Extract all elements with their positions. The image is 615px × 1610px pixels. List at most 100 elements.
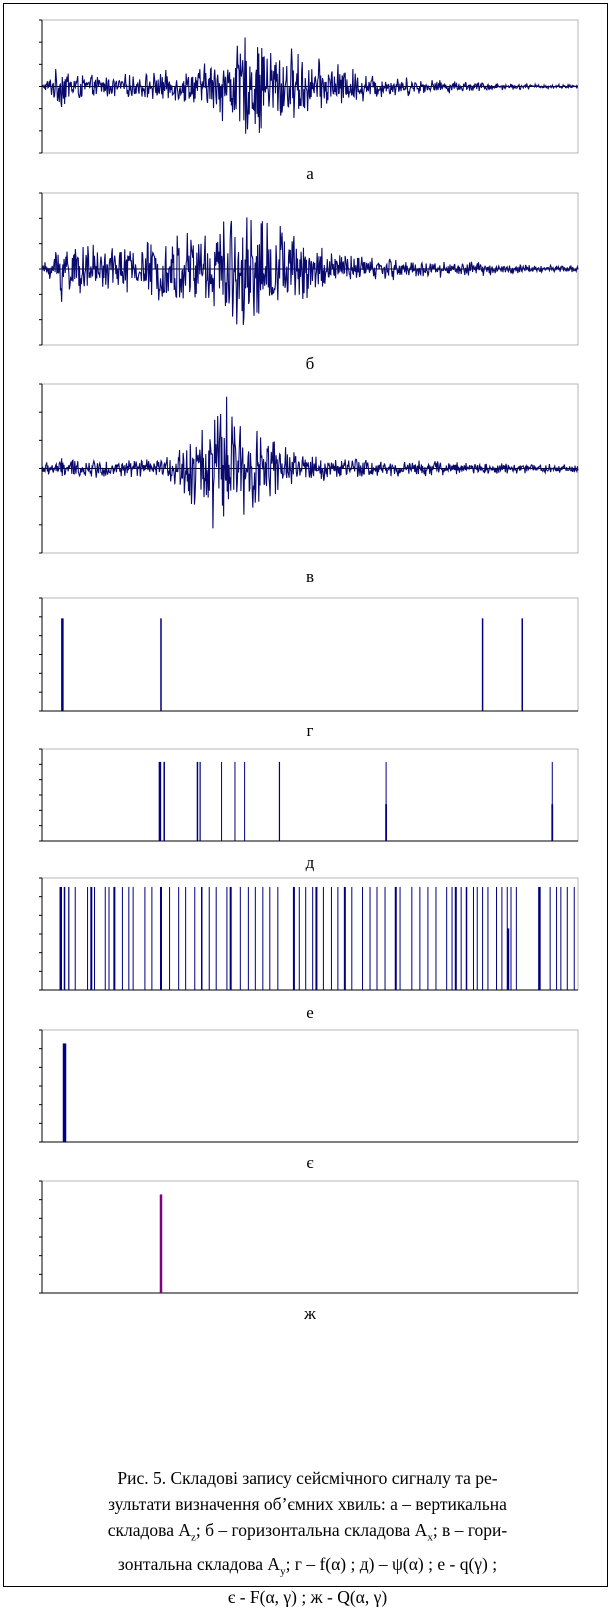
panel-6: е xyxy=(39,877,579,1022)
panel-label: д xyxy=(306,853,315,872)
bar xyxy=(144,886,146,990)
bar xyxy=(315,886,318,990)
bar xyxy=(454,886,457,990)
bar xyxy=(312,886,314,990)
bar xyxy=(226,886,228,990)
caption-sub-y: y xyxy=(280,1565,286,1577)
caption-sub-z: z xyxy=(191,1531,196,1544)
bar xyxy=(128,886,130,990)
bar xyxy=(419,886,421,990)
bar xyxy=(239,886,241,990)
caption-line-4-post: ; г – f(α) ; д) – ψ(α) ; е - q(γ) ; xyxy=(285,1553,498,1574)
bar xyxy=(538,886,541,990)
panel-label: б xyxy=(306,354,315,373)
bar xyxy=(247,886,249,990)
panel-label: е xyxy=(306,1003,314,1022)
plot-area xyxy=(41,748,579,842)
caption-line-3-mid: ; б – горизонтальна складова A xyxy=(195,1520,428,1540)
bar xyxy=(507,928,510,990)
bar xyxy=(427,886,429,990)
bar xyxy=(87,886,89,990)
bar xyxy=(169,886,171,990)
panel-7: є xyxy=(39,1029,579,1172)
bar xyxy=(185,886,187,990)
bar xyxy=(487,886,489,990)
bar xyxy=(94,886,96,990)
bar xyxy=(501,886,503,990)
bar xyxy=(262,886,264,990)
panel-5: д xyxy=(39,748,579,872)
bar xyxy=(254,886,256,990)
bar xyxy=(451,886,453,990)
caption-line-4-pre: зонтальна складова A xyxy=(117,1553,281,1574)
bar xyxy=(472,886,474,990)
bar xyxy=(384,886,386,990)
panel-3: в xyxy=(39,383,579,586)
bar xyxy=(104,886,106,990)
figure-frame xyxy=(3,3,608,1587)
bar xyxy=(394,886,397,990)
bar xyxy=(62,1043,67,1142)
caption-sub-x: x xyxy=(427,1531,433,1544)
bar xyxy=(151,886,153,990)
bar xyxy=(196,761,199,841)
bar xyxy=(113,886,116,990)
bar xyxy=(556,886,558,990)
bar xyxy=(108,886,110,990)
caption-line-5: є - F(α, γ) ; ж - Q(α, γ) xyxy=(227,1587,388,1607)
bar xyxy=(68,886,70,990)
bar xyxy=(269,886,271,990)
bar xyxy=(160,618,162,711)
bar xyxy=(549,886,551,990)
caption-line-3: складова Az; б – горизонтальна складова … xyxy=(10,1517,605,1551)
bar xyxy=(337,886,339,990)
bar xyxy=(158,761,162,841)
bar xyxy=(482,886,484,990)
panel-1: а xyxy=(39,19,579,183)
bar xyxy=(411,886,413,990)
bar xyxy=(59,886,63,990)
bar xyxy=(385,761,387,841)
panel-label: ж xyxy=(303,1304,316,1323)
plot-area xyxy=(41,1029,579,1143)
bar xyxy=(376,886,378,990)
bar xyxy=(194,886,196,990)
bar xyxy=(292,886,295,990)
plot-area xyxy=(41,1180,579,1294)
bar xyxy=(330,886,332,990)
bar xyxy=(63,886,66,990)
signal-trace xyxy=(41,396,579,529)
bar xyxy=(61,618,64,711)
panel-label: є xyxy=(306,1153,314,1172)
bar xyxy=(551,804,554,841)
signal-trace xyxy=(41,217,579,325)
bar xyxy=(399,886,401,990)
bar xyxy=(163,761,165,841)
caption-line-1: Рис. 5. Складові запису сейсмічного сигн… xyxy=(117,1468,498,1488)
panel-8: ж xyxy=(39,1180,579,1323)
bar xyxy=(159,886,162,990)
bar xyxy=(199,761,201,841)
bar xyxy=(510,886,512,990)
bar xyxy=(465,886,468,990)
bar xyxy=(215,886,217,990)
panel-4: г xyxy=(39,597,579,740)
bar xyxy=(229,886,232,990)
bar xyxy=(278,761,281,841)
bar xyxy=(385,804,388,841)
bar xyxy=(496,886,498,990)
caption-line-4: зонтальна складова Ay; г – f(α) ; д) – ψ… xyxy=(10,1551,605,1585)
signal-trace xyxy=(41,37,579,134)
bar xyxy=(369,886,371,990)
bar xyxy=(221,761,223,841)
bar xyxy=(476,886,478,990)
panel-label: в xyxy=(306,567,314,586)
bar xyxy=(200,886,203,990)
bar xyxy=(560,886,562,990)
bar xyxy=(298,886,300,990)
caption-line-3-post: ; в – гори- xyxy=(432,1520,508,1540)
caption-line-2: зультати визначення об’ємних хвиль: а – … xyxy=(108,1494,507,1514)
bar xyxy=(506,886,508,990)
bar xyxy=(277,886,279,990)
bar xyxy=(435,886,437,990)
